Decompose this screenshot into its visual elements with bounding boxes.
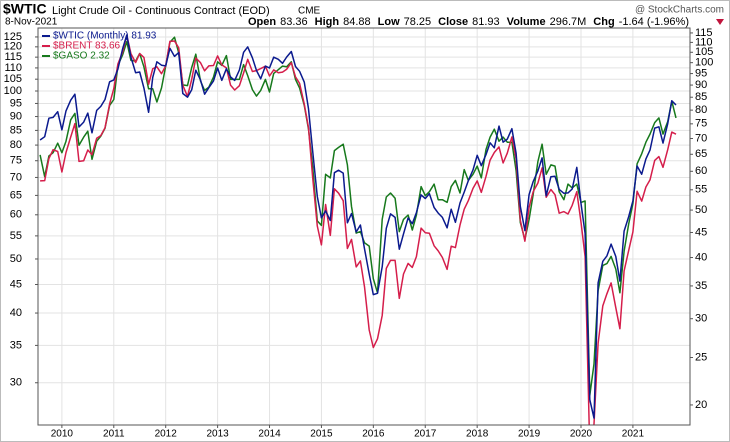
y-tick-label: 110 bbox=[4, 62, 22, 74]
y2-tick-label: 95 bbox=[695, 67, 707, 79]
y2-tick-label: 75 bbox=[695, 118, 707, 130]
legend-label: $BRENT 83.66 bbox=[53, 41, 121, 52]
y2-tick-label: 25 bbox=[695, 351, 707, 363]
y-tick-label: 120 bbox=[4, 41, 22, 53]
y2-tick-label: 45 bbox=[695, 226, 707, 238]
y-tick-label: 75 bbox=[10, 155, 22, 167]
y2-tick-label: 35 bbox=[695, 280, 707, 292]
y2-tick-label: 40 bbox=[695, 251, 707, 263]
legend-label: $WTIC (Monthly) 81.93 bbox=[53, 31, 157, 42]
y-tick-label: 60 bbox=[10, 209, 22, 221]
y-tick-label: 115 bbox=[4, 51, 22, 63]
series-line bbox=[39, 34, 677, 419]
y-tick-label: 30 bbox=[10, 377, 22, 389]
y2-tick-label: 110 bbox=[695, 36, 713, 48]
x-tick-label: 2011 bbox=[103, 429, 125, 440]
x-tick-label: 2017 bbox=[414, 429, 437, 440]
stat-value: 84.88 bbox=[343, 16, 371, 28]
stat-value: 296.7M bbox=[550, 16, 587, 28]
x-tick-label: 2019 bbox=[518, 429, 541, 440]
y2-tick-label: 70 bbox=[695, 132, 707, 144]
x-tick-label: 2016 bbox=[362, 429, 385, 440]
y-tick-label: 100 bbox=[4, 85, 22, 97]
stat-label: Chg bbox=[593, 16, 614, 28]
stat-value: 81.93 bbox=[472, 16, 500, 28]
y2-tick-label: 60 bbox=[695, 165, 707, 177]
y-tick-label: 105 bbox=[4, 73, 22, 85]
y-tick-label: 85 bbox=[10, 124, 22, 136]
stat-label: Close bbox=[438, 16, 468, 28]
x-tick-label: 2010 bbox=[51, 429, 74, 440]
y2-tick-label: 20 bbox=[695, 399, 707, 411]
y2-tick-label: 55 bbox=[695, 184, 707, 196]
exchange: CME bbox=[298, 6, 321, 17]
x-tick-label: 2012 bbox=[155, 429, 178, 440]
x-tick-label: 2018 bbox=[466, 429, 489, 440]
x-tick-label: 2015 bbox=[310, 429, 333, 440]
stat-value: -1.64 (-1.96%) bbox=[619, 16, 689, 28]
y2-tick-label: 100 bbox=[695, 57, 713, 69]
x-tick-label: 2013 bbox=[206, 429, 229, 440]
y-tick-label: 45 bbox=[10, 278, 22, 290]
x-tick-label: 2021 bbox=[622, 429, 645, 440]
x-tick-label: 2014 bbox=[258, 429, 281, 440]
y-tick-label: 35 bbox=[10, 339, 22, 351]
y2-tick-label: 105 bbox=[695, 46, 713, 58]
stat-label: Low bbox=[378, 16, 400, 28]
y-tick-label: 70 bbox=[10, 171, 22, 183]
y-tick-label: 40 bbox=[10, 307, 22, 319]
series-line bbox=[40, 34, 677, 425]
legend-label: $GASO 2.32 bbox=[53, 51, 110, 62]
chart-title: Light Crude Oil - Continuous Contract (E… bbox=[52, 5, 270, 17]
y2-tick-label: 65 bbox=[695, 148, 707, 160]
date: 8-Nov-2021 bbox=[5, 17, 58, 28]
y-tick-label: 65 bbox=[10, 189, 22, 201]
y-tick-label: 95 bbox=[10, 97, 22, 109]
y2-tick-label: 90 bbox=[695, 79, 707, 91]
stat-value: 78.25 bbox=[404, 16, 432, 28]
y-tick-label: 50 bbox=[10, 253, 22, 265]
stat-label: Volume bbox=[507, 16, 546, 28]
y2-tick-label: 50 bbox=[695, 204, 707, 216]
x-tick-label: 2020 bbox=[570, 429, 593, 440]
y-tick-label: 55 bbox=[10, 230, 22, 242]
plot-frame bbox=[37, 27, 691, 426]
symbol: $WTIC bbox=[3, 1, 47, 17]
y-tick-label: 125 bbox=[4, 31, 22, 43]
y2-tick-label: 80 bbox=[695, 104, 707, 116]
stat-label: Open bbox=[248, 16, 276, 28]
y2-tick-label: 115 bbox=[695, 27, 713, 39]
y-tick-label: 90 bbox=[10, 110, 22, 122]
watermark: @ StockCharts.com bbox=[635, 5, 724, 16]
stats: Open 83.36 High 84.88 Low 78.25 Close 81.93 Volu… bbox=[248, 16, 689, 28]
y2-tick-label: 85 bbox=[695, 91, 707, 103]
down-arrow bbox=[716, 19, 724, 25]
y-tick-label: 80 bbox=[10, 139, 22, 151]
stat-label: High bbox=[315, 16, 340, 28]
series-line bbox=[39, 36, 677, 397]
y2-tick-label: 30 bbox=[695, 313, 707, 325]
stat-value: 83.36 bbox=[280, 16, 308, 28]
